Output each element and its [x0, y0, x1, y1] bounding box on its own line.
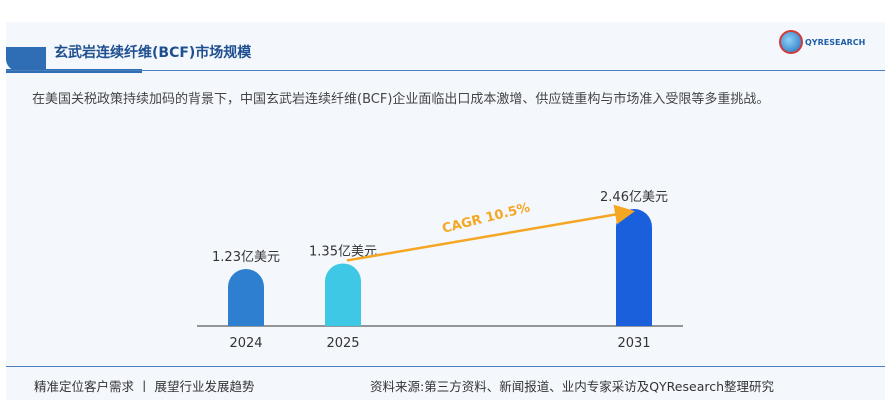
- chart-card: [6, 22, 885, 400]
- globe-icon: [779, 30, 803, 54]
- bar-2031: [616, 209, 652, 326]
- bar-2024: [228, 269, 264, 326]
- page-title: 玄武岩连续纤维(BCF)市场规模: [54, 45, 252, 61]
- bar-2025: [325, 263, 361, 326]
- x-tick-label: 2025: [326, 336, 359, 351]
- header-underline: [6, 69, 142, 73]
- qyresearch-logo: QYRESEARCH: [779, 30, 865, 54]
- description: 在美国关税政策持续加码的背景下，中国玄武岩连续纤维(BCF)企业面临出口成本激增…: [32, 92, 770, 107]
- cagr-arrow: [346, 204, 635, 262]
- header-accent: [6, 47, 46, 71]
- x-tick-label: 2031: [617, 336, 650, 351]
- footer-source: 资料来源:第三方资料、新闻报道、业内专家采访及QYResearch整理研究: [370, 379, 775, 394]
- data-label: 2.46亿美元: [600, 190, 668, 205]
- footer-slogan: 精准定位客户需求 丨 展望行业发展趋势: [34, 379, 255, 394]
- data-label: 1.23亿美元: [212, 250, 280, 265]
- data-label: 1.35亿美元: [309, 244, 377, 259]
- footer-divider: [6, 366, 885, 367]
- logo-text: QYRESEARCH: [805, 37, 866, 47]
- x-tick-label: 2024: [229, 336, 262, 351]
- header-divider: [6, 70, 885, 71]
